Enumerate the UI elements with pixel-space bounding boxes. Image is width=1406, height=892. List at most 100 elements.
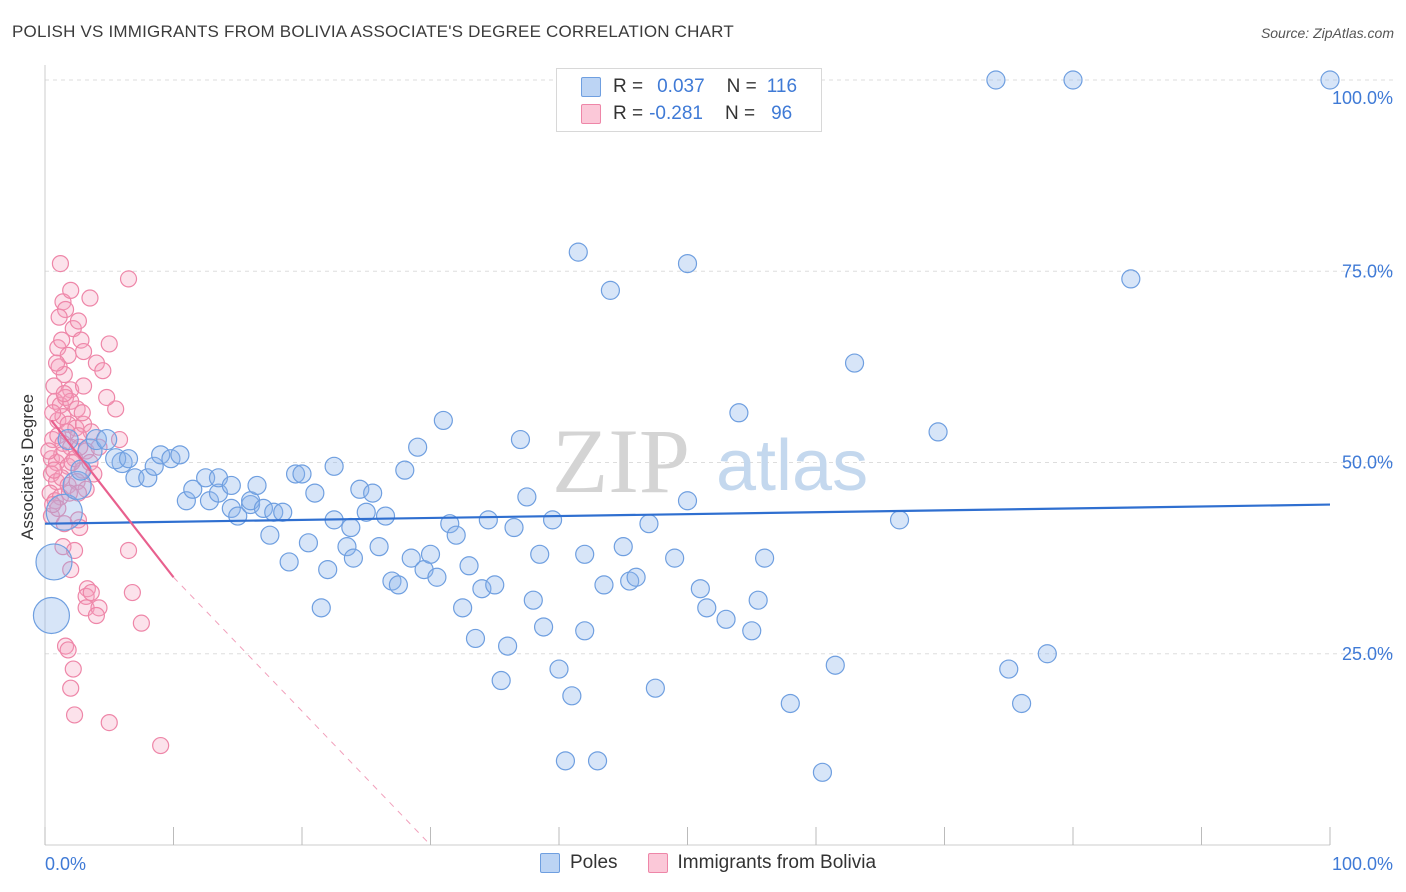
bolivia-legend-label: Immigrants from Bolivia bbox=[677, 852, 877, 873]
poles-point bbox=[542, 510, 563, 530]
bolivia-point bbox=[47, 354, 66, 372]
bolivia-point bbox=[119, 270, 138, 288]
bolivia-point bbox=[55, 385, 73, 403]
poles-point bbox=[253, 498, 274, 518]
bolivia-point bbox=[64, 660, 82, 678]
grid-lines bbox=[45, 79, 1395, 655]
bolivia-point bbox=[100, 335, 118, 353]
poles-point bbox=[285, 464, 306, 484]
poles-point bbox=[1063, 70, 1083, 90]
bolivia-point bbox=[119, 541, 138, 560]
poles-point bbox=[433, 410, 453, 431]
poles-point bbox=[401, 548, 421, 568]
correlation-legend: R = 0.037 N = 116 R = -0.281 N = 96 bbox=[556, 68, 822, 132]
poles-point bbox=[517, 487, 537, 507]
bolivia-point bbox=[65, 706, 84, 724]
poles-point bbox=[1037, 644, 1057, 664]
r-label: R = bbox=[613, 103, 644, 124]
poles-point bbox=[587, 751, 608, 771]
poles-point bbox=[1320, 70, 1340, 90]
bolivia-n-value: 96 bbox=[771, 103, 793, 124]
poles-point bbox=[729, 403, 749, 423]
y-axis-label: Associate's Degree bbox=[18, 394, 37, 540]
poles-point bbox=[690, 579, 710, 599]
poles-point bbox=[986, 70, 1006, 90]
poles-point bbox=[138, 468, 158, 488]
poles-point bbox=[118, 449, 139, 469]
bolivia-point bbox=[152, 736, 170, 755]
bolivia-point bbox=[53, 331, 71, 349]
bolivia-swatch bbox=[581, 104, 601, 124]
source-credit: Source: ZipAtlas.com bbox=[1260, 25, 1394, 41]
poles-point bbox=[247, 475, 267, 496]
poles-legend-label: Poles bbox=[570, 852, 618, 873]
poles-point bbox=[677, 491, 698, 511]
y-tick-label: 100.0% bbox=[1332, 88, 1393, 108]
poles-point bbox=[260, 525, 280, 545]
watermark: ZIP atlas bbox=[552, 410, 868, 512]
poles-swatch bbox=[581, 77, 601, 97]
bolivia-point bbox=[45, 461, 63, 479]
bolivia-point bbox=[50, 308, 68, 326]
poles-point bbox=[889, 510, 910, 530]
poles-point bbox=[45, 493, 83, 531]
bolivia-point bbox=[69, 312, 88, 330]
poles-point bbox=[530, 544, 550, 564]
poles-point bbox=[639, 514, 659, 534]
bolivia-point bbox=[51, 255, 70, 273]
bolivia-legend-swatch bbox=[647, 853, 668, 873]
poles-point bbox=[825, 655, 845, 675]
bolivia-trend-line bbox=[50, 419, 175, 578]
poles-point bbox=[96, 428, 118, 451]
poles-point bbox=[613, 537, 633, 557]
poles-legend-swatch bbox=[540, 853, 560, 873]
poles-point bbox=[343, 548, 363, 568]
poles-point bbox=[626, 567, 646, 587]
bolivia-point bbox=[62, 679, 80, 697]
bolivia-point bbox=[62, 281, 80, 299]
bolivia-r-value: -0.281 bbox=[649, 103, 703, 124]
poles-points bbox=[32, 70, 1340, 782]
poles-point bbox=[645, 678, 665, 698]
poles-point bbox=[62, 470, 92, 501]
bolivia-point bbox=[107, 400, 125, 418]
poles-point bbox=[465, 628, 486, 649]
bolivia-point bbox=[87, 606, 106, 625]
poles-point bbox=[318, 559, 338, 580]
r-label: R = bbox=[613, 76, 644, 97]
poles-point bbox=[427, 567, 447, 587]
poles-point bbox=[305, 483, 325, 503]
poles-point bbox=[600, 280, 621, 300]
poles-point bbox=[498, 636, 518, 656]
poles-point bbox=[279, 552, 299, 572]
n-label: N = bbox=[724, 103, 756, 124]
poles-point bbox=[812, 762, 833, 782]
poles-point bbox=[77, 438, 103, 464]
y-tick-label: 75.0% bbox=[1342, 261, 1393, 281]
y-tick-label: 50.0% bbox=[1342, 453, 1393, 473]
poles-n-value: 116 bbox=[766, 76, 798, 97]
poles-point bbox=[491, 670, 511, 691]
n-label: N = bbox=[726, 76, 757, 97]
x-tick-label: 100.0% bbox=[1332, 854, 1393, 874]
legend-item-bolivia[interactable]: Immigrants from Bolivia bbox=[647, 852, 877, 874]
poles-point bbox=[337, 537, 357, 557]
poles-point bbox=[395, 460, 415, 480]
poles-point bbox=[350, 479, 370, 499]
poles-point bbox=[748, 590, 768, 610]
poles-point bbox=[440, 514, 460, 534]
y-tick-label: 25.0% bbox=[1342, 644, 1393, 664]
chart-title: POLISH VS IMMIGRANTS FROM BOLIVIA ASSOCI… bbox=[12, 22, 734, 41]
poles-point bbox=[459, 556, 479, 576]
poles-point bbox=[844, 353, 865, 373]
bolivia-point bbox=[82, 583, 100, 602]
bolivia-point bbox=[74, 377, 93, 395]
poles-point bbox=[928, 422, 948, 442]
poles-point bbox=[341, 517, 361, 538]
poles-point bbox=[151, 445, 171, 465]
poles-point bbox=[363, 483, 383, 503]
legend-item-poles[interactable]: Poles bbox=[540, 852, 618, 874]
poles-point bbox=[408, 437, 428, 457]
bolivia-point bbox=[81, 289, 99, 307]
